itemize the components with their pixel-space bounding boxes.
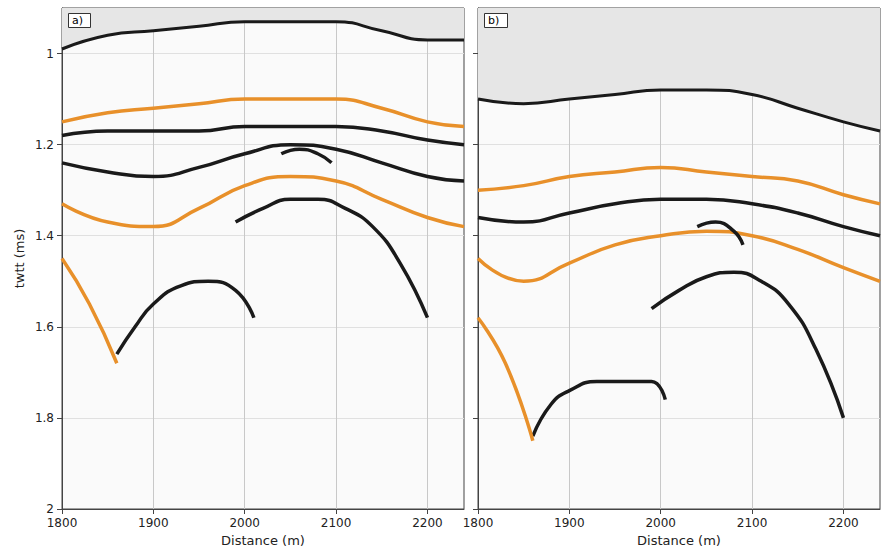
svg-text:twtt (ms): twtt (ms) [12, 229, 27, 289]
svg-text:1900: 1900 [554, 516, 585, 530]
svg-text:Distance (m): Distance (m) [637, 533, 721, 548]
svg-text:1.6: 1.6 [35, 320, 54, 334]
svg-text:1: 1 [46, 47, 54, 61]
svg-text:1900: 1900 [138, 516, 169, 530]
svg-text:2200: 2200 [412, 516, 443, 530]
svg-text:1.8: 1.8 [35, 411, 54, 425]
svg-text:1.2: 1.2 [35, 138, 54, 152]
svg-text:2000: 2000 [229, 516, 260, 530]
svg-text:2200: 2200 [828, 516, 859, 530]
svg-text:1.4: 1.4 [35, 229, 54, 243]
svg-text:1800: 1800 [463, 516, 494, 530]
svg-text:Distance (m): Distance (m) [221, 533, 305, 548]
svg-text:1800: 1800 [47, 516, 78, 530]
svg-text:2: 2 [46, 502, 54, 516]
svg-text:2100: 2100 [321, 516, 352, 530]
svg-text:2000: 2000 [645, 516, 676, 530]
svg-text:a): a) [72, 14, 83, 27]
svg-text:2100: 2100 [737, 516, 768, 530]
svg-text:b): b) [488, 14, 499, 27]
